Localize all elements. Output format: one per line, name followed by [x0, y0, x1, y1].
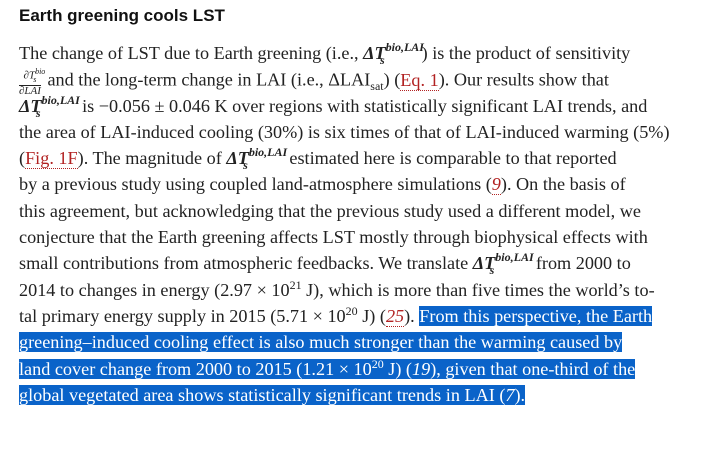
- text-span: ) (: [383, 69, 401, 90]
- text-span: ) is the product of sensitivity: [421, 43, 631, 63]
- selected-text[interactable]: land cover change from 2000 to 2015 (1.2…: [19, 356, 636, 380]
- figure-1f-link[interactable]: Fig. 1F: [25, 148, 78, 170]
- text-line-2: ∂Tbios ∂LAI and the long-term change in L…: [19, 66, 709, 97]
- selected-text[interactable]: global vegetated area shows statisticall…: [19, 384, 526, 406]
- text-span: is −0.056 ± 0.046 K over regions with st…: [77, 95, 648, 116]
- text-line-10: 2014 to changes in energy (2.97 × 1021 J…: [19, 277, 655, 300]
- reference-19-link[interactable]: 19: [412, 358, 431, 380]
- text-line-1: The change of LST due to Earth greening …: [19, 40, 709, 67]
- text-line-14: global vegetated area shows statisticall…: [19, 382, 709, 408]
- text-span: and the long-term change in LAI (i.e., Δ…: [42, 69, 371, 90]
- reference-25-link[interactable]: 25: [385, 305, 405, 327]
- text-line-3: ΔTbio,LAIs is −0.056 ± 0.046 K over regi…: [19, 92, 709, 120]
- text-line-4: the area of LAI-induced cooling (30%) is…: [19, 121, 670, 142]
- text-line-6: by a previous study using coupled land-a…: [19, 174, 626, 196]
- text-line-9: small contributions from atmospheric fee…: [19, 250, 631, 278]
- text-line-8: conjecture that the Earth greening affec…: [19, 227, 648, 248]
- delta-ts-bio-lai-symbol: ΔTbio,LAIs: [19, 92, 80, 120]
- delta-ts-bio-lai-symbol: ΔTbio,LAIs: [472, 250, 534, 278]
- selected-text[interactable]: greening–induced cooling effect is also …: [19, 332, 623, 353]
- text-span: ). Our results show that: [438, 69, 609, 90]
- text-line-12: greening–induced cooling effect is also …: [19, 329, 709, 355]
- section-heading: Earth greening cools LST: [19, 6, 225, 25]
- sensitivity-fraction: ∂Tbios ∂LAI: [19, 67, 46, 98]
- text-line-11: tal primary energy supply in 2015 (5.71 …: [19, 303, 653, 327]
- reference-9-link[interactable]: 9: [491, 174, 501, 196]
- text-line-13: land cover change from 2000 to 2015 (1.2…: [19, 356, 709, 382]
- delta-ts-bio-lai-symbol: ΔTbio,LAIs: [226, 145, 288, 173]
- selected-text[interactable]: From this perspective, the Earth: [419, 305, 653, 326]
- section-paragraph: The change of LST due to Earth greening …: [19, 40, 709, 408]
- reference-7-link[interactable]: 7: [505, 384, 515, 406]
- delta-ts-bio-lai-symbol: ΔTbio,LAIs: [363, 40, 424, 67]
- sat-subscript: sat: [370, 78, 384, 93]
- text-span: The change of LST due to Earth greening …: [19, 43, 364, 63]
- text-line-7: this agreement, but acknowledging that t…: [19, 200, 641, 221]
- equation-1-link[interactable]: Eq. 1: [400, 69, 439, 91]
- text-line-5: (Fig. 1F). The magnitude of ΔTbio,LAIs e…: [19, 145, 617, 173]
